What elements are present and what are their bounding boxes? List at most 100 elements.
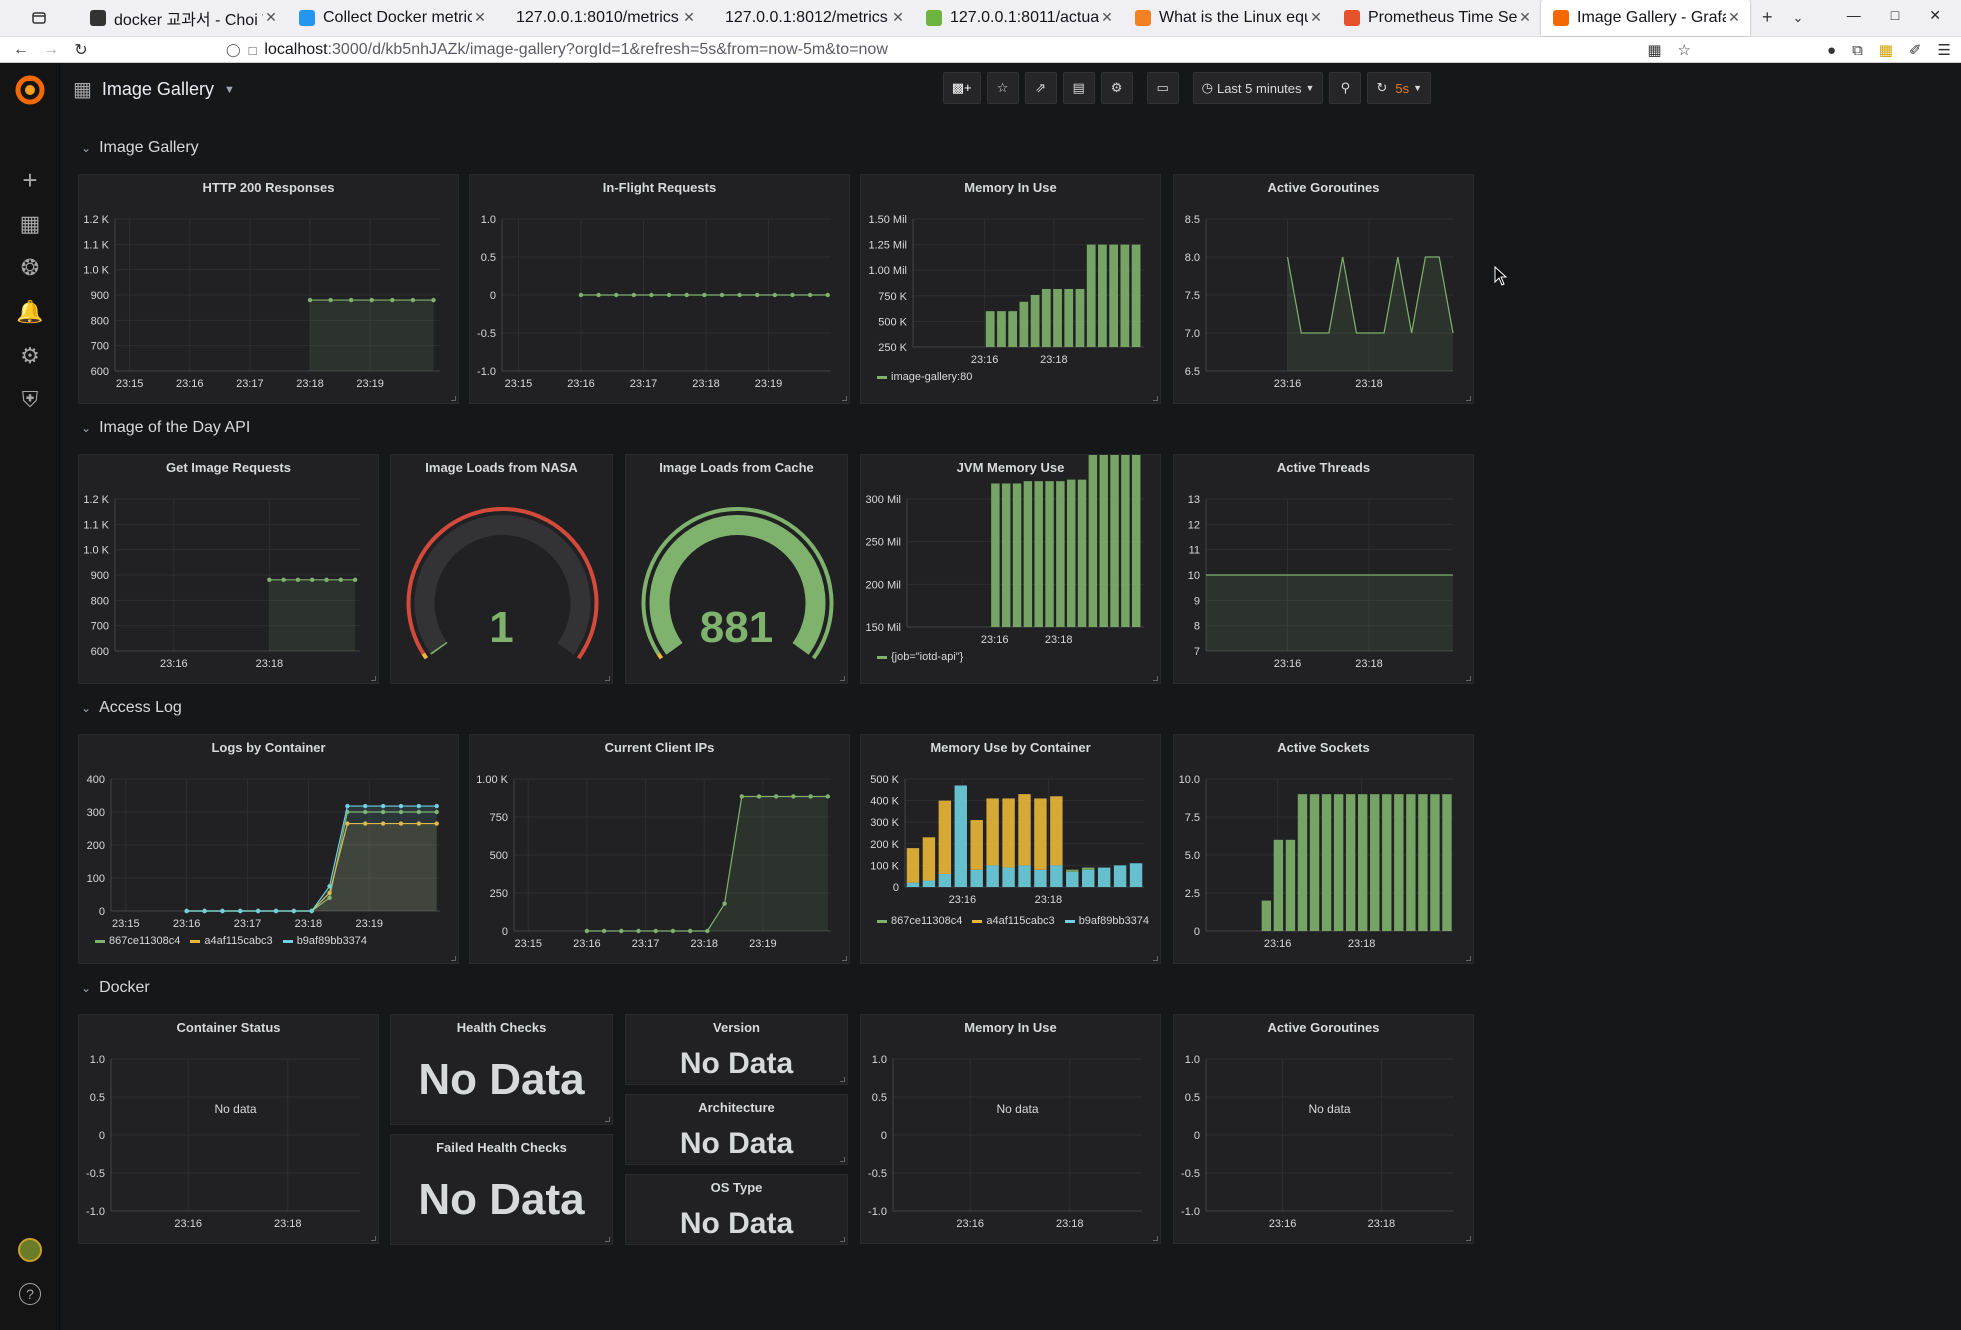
tab-close-icon[interactable]: ✕ [1519, 9, 1531, 25]
shield-icon[interactable]: ◯ [226, 42, 241, 57]
forward-button[interactable]: → [43, 40, 59, 58]
legend-item[interactable]: a4af115cabc3 [190, 935, 273, 947]
graph-goroutines[interactable]: 8.5 8.0 7.5 7.0 6.5 23:16 23:18 [1174, 175, 1475, 405]
legend-item[interactable]: image-gallery:80 [877, 371, 972, 383]
bookmark-star-icon[interactable]: ☆ [1677, 42, 1691, 59]
tab-close-icon[interactable]: ✕ [1310, 9, 1322, 25]
resize-handle[interactable] [605, 676, 610, 681]
resize-handle[interactable] [1153, 676, 1158, 681]
panel-architecture[interactable]: Architecture No Data [625, 1094, 848, 1165]
zoom-out-button[interactable]: ⚲ [1329, 72, 1362, 104]
panel-title[interactable]: Get Image Requests [166, 460, 291, 475]
graph-dockermem[interactable]: 1.0 0.5 0 -0.5 -1.0 23:16 23:18 No data [861, 1015, 1162, 1245]
resize-handle[interactable] [371, 1236, 376, 1241]
panel-title[interactable]: Memory In Use [964, 180, 1057, 195]
share-dashboard-button[interactable]: ⇗ [1024, 72, 1057, 104]
graph-dockergo[interactable]: 1.0 0.5 0 -0.5 -1.0 23:16 23:18 No data [1174, 1015, 1475, 1245]
panel-title[interactable]: Active Goroutines [1267, 180, 1380, 195]
panel-inflight[interactable]: In-Flight Requests 1.0 0.5 0 -0.5 -1.0 23:15 23… [469, 174, 850, 404]
alerting-bell-icon[interactable]: 🔔 [16, 299, 44, 324]
resize-handle[interactable] [1466, 1236, 1471, 1241]
resize-handle[interactable] [1466, 396, 1471, 401]
tab-close-icon[interactable]: ✕ [265, 9, 277, 25]
create-plus-icon[interactable]: + [22, 164, 38, 195]
panel-jvm[interactable]: JVM Memory Use 300 Mil 250 Mil 200 Mil 150 M… [860, 454, 1161, 684]
resize-handle[interactable] [451, 956, 456, 961]
tab-close-icon[interactable]: ✕ [683, 9, 695, 25]
panel-dockermem[interactable]: Memory In Use 1.0 0.5 0 -0.5 -1.0 23:16 23:18 No… [860, 1014, 1161, 1244]
graph-jvm[interactable]: 300 Mil 250 Mil 200 Mil 150 Mil 23:16 23:18 [861, 455, 1162, 685]
configuration-gear-icon[interactable]: ⚙ [20, 343, 40, 368]
puzzle-icon[interactable]: ✐ [1908, 42, 1922, 59]
panel-goroutines[interactable]: Active Goroutines 8.5 8.0 7.5 7.0 6.5 23:16 23:… [1173, 174, 1474, 404]
panel-title[interactable]: Image Loads from Cache [659, 460, 814, 475]
extensions-icon[interactable]: ⧉ [1852, 41, 1863, 59]
browser-tab[interactable]: What is the Linux equ ✕ [1123, 0, 1332, 36]
legend-item[interactable]: b9af89bb3374 [1064, 915, 1149, 927]
user-avatar[interactable] [0, 1235, 60, 1265]
panel-title[interactable]: OS Type [710, 1180, 763, 1195]
graph-threads[interactable]: 13 12 11 10 9 8 7 23:16 23:18 [1174, 455, 1475, 685]
server-admin-shield-icon[interactable]: ⛨ [21, 387, 39, 412]
panel-title[interactable]: Logs by Container [211, 740, 326, 755]
panel-title[interactable]: Memory Use by Container [930, 740, 1091, 755]
panel-title[interactable]: Current Client IPs [604, 740, 715, 755]
resize-handle[interactable] [840, 1237, 845, 1242]
resize-handle[interactable] [840, 1157, 845, 1162]
cycle-view-mode-button[interactable]: ▭ [1146, 72, 1179, 104]
panel-containerstatus[interactable]: Container Status 1.0 0.5 0 -0.5 -1.0 23:16 23:1… [78, 1014, 379, 1244]
graph-memory[interactable]: 1.50 Mil 1.25 Mil 1.00 Mil 750 K 500 K 250 K 2… [861, 175, 1162, 405]
explore-compass-icon[interactable]: ❂ [20, 255, 40, 280]
help-icon[interactable]: ? [0, 1279, 60, 1309]
legend-item[interactable]: 867ce11308c4 [877, 915, 962, 927]
qr-code-icon[interactable]: ▦ [1647, 42, 1662, 59]
panel-title[interactable]: In-Flight Requests [602, 180, 717, 195]
star-dashboard-button[interactable]: ☆ [986, 72, 1019, 104]
panel-sockets[interactable]: Active Sockets 10.0 7.5 5.0 2.5 0 23:16 23:18 [1173, 734, 1474, 964]
graph-getimage[interactable]: 1.2 K 1.1 K 1.0 K 900 800 700 600 23:16 23:18 [79, 455, 380, 685]
legend-item[interactable]: b9af89bb3374 [282, 935, 367, 947]
panel-logs[interactable]: Logs by Container 400 300 200 100 0 23:15 23:16… [78, 734, 459, 964]
browser-tab[interactable]: docker 교과서 - Choi W ✕ [78, 0, 287, 36]
panel-clientips[interactable]: Current Client IPs 1.00 K 750 500 250 0 23:15 2… [469, 734, 850, 964]
panel-title[interactable]: Active Threads [1276, 460, 1371, 475]
menu-icon[interactable]: ☰ [1937, 42, 1951, 59]
resize-handle[interactable] [451, 396, 456, 401]
panel-title[interactable]: HTTP 200 Responses [202, 180, 335, 195]
legend-item[interactable]: 867ce11308c4 [95, 935, 180, 947]
dashboard-title-picker[interactable]: ▦ Image Gallery ▼ [73, 77, 235, 102]
panel-healthchecks[interactable]: Health Checks No Data [390, 1014, 613, 1125]
panel-memcontainer[interactable]: Memory Use by Container 500 K 400 K 300 K 20… [860, 734, 1161, 964]
browser-tab[interactable]: Collect Docker metric ✕ [287, 0, 496, 36]
resize-handle[interactable] [1466, 956, 1471, 961]
panel-title[interactable]: Health Checks [456, 1020, 547, 1035]
panel-title[interactable]: Failed Health Checks [436, 1140, 567, 1155]
browser-tab[interactable]: Image Gallery - Grafa ✕ [1541, 0, 1750, 36]
browser-tab[interactable]: Prometheus Time Ser ✕ [1332, 0, 1541, 36]
panel-getimage[interactable]: Get Image Requests 1.2 K 1.1 K 1.0 K 900 800 7… [78, 454, 379, 684]
dashboards-grid-icon[interactable]: ▦ [19, 211, 41, 236]
new-tab-button[interactable]: + [1762, 7, 1773, 27]
url-bar[interactable]: ◯ □ localhost:3000/d/kb5nhJAZk/image-gal… [226, 38, 1686, 62]
panel-title[interactable]: Image Loads from NASA [425, 460, 578, 475]
tab-list-button[interactable] [0, 0, 78, 36]
window-close-button[interactable]: ✕ [1929, 6, 1941, 23]
row-docker[interactable]: ⌄ Docker [81, 979, 150, 997]
panel-threads[interactable]: Active Threads 13 12 11 10 9 8 7 23:16 23:18 [1173, 454, 1474, 684]
add-panel-button[interactable]: ▩+ [942, 72, 981, 104]
legend-item[interactable]: a4af115cabc3 [972, 915, 1055, 927]
save-dashboard-button[interactable]: ▤ [1062, 72, 1095, 104]
tab-overflow-chevron-icon[interactable]: ⌄ [1792, 9, 1804, 25]
tab-close-icon[interactable]: ✕ [1101, 9, 1113, 25]
tab-close-icon[interactable]: ✕ [474, 9, 486, 25]
panel-memory[interactable]: Memory In Use 1.50 Mil 1.25 Mil 1.00 Mil 750… [860, 174, 1161, 404]
panel-title[interactable]: Version [713, 1020, 760, 1035]
graph-inflight[interactable]: 1.0 0.5 0 -0.5 -1.0 23:15 23:16 23:17 23:18 23:19 [470, 175, 851, 405]
dashboard-settings-button[interactable]: ⚙ [1100, 72, 1133, 104]
browser-tab[interactable]: 127.0.0.1:8010/metrics ✕ [496, 0, 705, 36]
resize-handle[interactable] [605, 1237, 610, 1242]
reload-button[interactable]: ↻ [74, 41, 88, 59]
graph-clientips[interactable]: 1.00 K 750 500 250 0 23:15 23:16 23:17 23:18 23:1… [470, 735, 851, 965]
maximize-button[interactable]: □ [1890, 7, 1900, 23]
legend-item[interactable]: {job="iotd-api"} [877, 651, 963, 663]
